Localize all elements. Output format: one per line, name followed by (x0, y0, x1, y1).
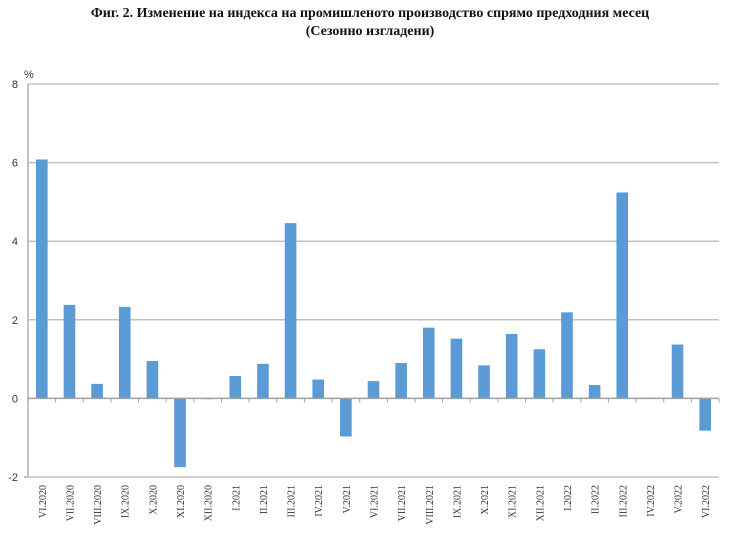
bar (340, 398, 352, 437)
x-category-label: XI.2021 (508, 485, 519, 518)
x-category-label: IX.2021 (452, 485, 463, 518)
bar (450, 338, 463, 399)
bar (36, 159, 48, 399)
chart-title-line1: Фиг. 2. Изменение на индекса на промишле… (90, 6, 650, 21)
x-category-label: IV.2022 (646, 485, 657, 517)
x-category-label: I.2022 (563, 485, 574, 511)
x-category-label: VIII.2021 (425, 485, 436, 525)
x-category-label: VII.2021 (397, 485, 408, 521)
bar (422, 327, 435, 399)
bar (174, 398, 186, 468)
x-category-label: VIII.2020 (93, 485, 104, 525)
x-category-label: I.2021 (231, 485, 242, 511)
y-tick-label: 2 (12, 315, 18, 327)
x-category-label: VI.2020 (38, 485, 49, 518)
bar (395, 363, 407, 399)
x-category-label: XII.2021 (535, 485, 546, 521)
bar (699, 398, 711, 431)
y-axis-unit-label: % (24, 69, 34, 81)
bar (505, 333, 518, 399)
x-category-label: XII.2020 (204, 485, 215, 521)
y-tick-label: -2 (8, 472, 18, 484)
x-category-label: II.2021 (259, 485, 270, 514)
bar (118, 306, 131, 399)
bar (257, 363, 269, 399)
x-category-label: II.2022 (591, 485, 602, 514)
y-tick-label: 0 (12, 393, 18, 405)
x-category-label: VI.2022 (701, 485, 712, 518)
x-category-label: VI.2021 (370, 485, 381, 518)
x-category-label: X.2020 (148, 485, 159, 515)
bar (229, 375, 242, 399)
x-category-label: V.2022 (674, 485, 685, 513)
bar (478, 365, 490, 399)
bar (671, 344, 684, 399)
x-category-label: VII.2020 (65, 485, 76, 521)
bar (63, 304, 76, 399)
x-category-label: IX.2020 (121, 485, 132, 518)
y-tick-label: 6 (12, 158, 18, 170)
chart-title-line2: (Сезонно изгладени) (305, 24, 435, 39)
x-category-label: V.2021 (342, 485, 353, 513)
x-category-label: III.2022 (618, 485, 629, 518)
bar (312, 379, 325, 399)
bar (616, 192, 629, 399)
x-category-label: X.2021 (480, 485, 491, 515)
bar (146, 361, 159, 399)
chart-title: Фиг. 2. Изменение на индекса на промишле… (0, 5, 740, 41)
bar (284, 223, 297, 399)
bar (367, 381, 380, 399)
bar (588, 385, 601, 399)
bar (91, 383, 103, 399)
x-category-label: III.2021 (287, 485, 298, 518)
y-tick-label: 4 (12, 236, 18, 248)
bar (561, 312, 573, 399)
x-category-label: XI.2020 (176, 485, 187, 518)
bar (533, 349, 546, 399)
x-category-label: IV.2021 (314, 485, 325, 517)
y-tick-label: 8 (12, 79, 18, 91)
